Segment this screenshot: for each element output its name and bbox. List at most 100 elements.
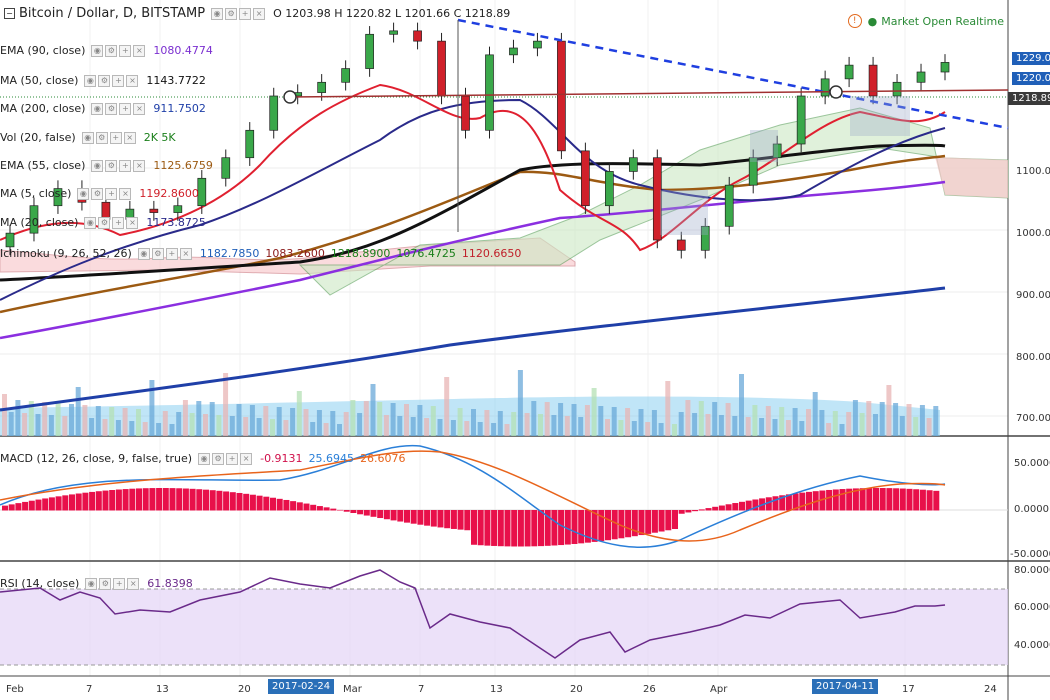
candle-body xyxy=(676,239,686,251)
volume-bar xyxy=(330,411,336,436)
macd-hist-bar xyxy=(712,506,719,511)
volume-bar xyxy=(283,420,289,436)
legend-label: MA (20, close) xyxy=(0,216,79,229)
macd-hist-bar xyxy=(357,510,364,515)
series-controls[interactable]: ◉ ⚙ + × xyxy=(211,7,267,20)
macd-tick: -50.0000 xyxy=(1010,549,1050,560)
volume-bar xyxy=(377,402,383,436)
legend-macd[interactable]: MACD (12, 26, close, 9, false, true) ◉ ⚙ +… xyxy=(0,452,406,465)
macd-hist-bar xyxy=(933,490,940,511)
volume-bar xyxy=(899,416,905,436)
legend-label: MA (50, close) xyxy=(0,74,79,87)
price-tick: 900.00 xyxy=(1016,290,1050,301)
macd-hist-bar xyxy=(839,489,846,511)
macd-hist-bar xyxy=(504,510,511,547)
time-label: 17 xyxy=(902,684,915,695)
macd-hist-bar xyxy=(511,510,518,547)
rsi-pane xyxy=(0,569,1008,666)
settings-icon: ⚙ xyxy=(98,216,111,229)
settings-icon: ⚙ xyxy=(95,131,108,144)
close-icon: × xyxy=(119,187,132,200)
volume-bar xyxy=(249,405,255,436)
legend-label: MA (200, close) xyxy=(0,102,86,115)
macd-hist-bar xyxy=(665,510,672,531)
macd-hist-bar xyxy=(417,510,424,525)
volume-bar xyxy=(497,411,503,436)
volume-bar xyxy=(89,418,95,436)
candle-body xyxy=(29,205,39,234)
legend-controls: ◉ ⚙ + × xyxy=(137,247,194,260)
collapse-icon[interactable]: − xyxy=(4,8,15,19)
macd-hist-bar xyxy=(873,488,879,511)
macd-hist-bar xyxy=(35,499,42,511)
legend-label: Vol (20, false) xyxy=(0,131,76,144)
volume-bar xyxy=(759,418,765,436)
macd-hist-bar xyxy=(685,510,692,513)
macd-hist-bar xyxy=(772,496,779,511)
macd-hist-bar xyxy=(169,488,176,511)
price-tick: 700.00 xyxy=(1016,413,1050,424)
alert-icon[interactable]: ! xyxy=(847,14,862,28)
macd-hist-bar xyxy=(196,489,203,511)
symbol-header: − Bitcoin / Dollar, D, BITSTAMP ◉ ⚙ + × O 1… xyxy=(0,6,510,21)
price-tag-2: 1220.00 xyxy=(1012,72,1050,85)
legend-ema90[interactable]: EMA (90, close) ◉ ⚙ + × 1080.4774 xyxy=(0,44,213,57)
macd-hist-bar xyxy=(62,495,69,511)
volume-bar xyxy=(370,384,376,436)
volume-bar xyxy=(832,411,838,436)
volume-bar xyxy=(919,405,925,436)
volume-bar xyxy=(223,373,229,436)
close-icon: × xyxy=(133,159,146,172)
volume-bar xyxy=(209,402,215,436)
eye-icon: ◉ xyxy=(198,452,211,465)
add-icon: + xyxy=(113,577,126,590)
volume-bar xyxy=(136,409,141,436)
macd-hist-bar xyxy=(457,510,464,530)
candle-body xyxy=(173,205,183,213)
macd-hist-bar xyxy=(296,502,303,511)
legend-ma20[interactable]: MA (20, close) ◉ ⚙ + × 1173.8725 xyxy=(0,216,206,229)
highlight-box xyxy=(850,96,910,136)
volume-bar xyxy=(310,422,316,436)
volume-bar xyxy=(457,408,463,436)
macd-hist-bar xyxy=(799,492,806,511)
close-icon: × xyxy=(133,44,146,57)
volume-bar xyxy=(564,416,570,436)
volume-bar xyxy=(672,424,677,436)
volume-bars xyxy=(0,370,940,436)
candle-body xyxy=(868,64,878,97)
legend-ema55[interactable]: EMA (55, close) ◉ ⚙ + × 1125.6759 xyxy=(0,159,213,172)
close-icon: × xyxy=(179,247,192,260)
legend-vol[interactable]: Vol (20, false) ◉ ⚙ + × 2K 5K xyxy=(0,131,176,144)
candle-body xyxy=(652,157,662,241)
volume-bar xyxy=(504,424,510,436)
macd-hist-bar xyxy=(524,510,531,547)
add-icon: + xyxy=(112,74,125,87)
legend-ma200[interactable]: MA (200, close) ◉ ⚙ + × 911.7502 xyxy=(0,102,206,115)
macd-signal-line xyxy=(0,450,946,542)
volume-bar xyxy=(651,410,657,436)
volume-bar xyxy=(538,414,543,436)
candle-body xyxy=(413,30,422,42)
legend-ichimoku[interactable]: Ichimoku (9, 26, 52, 26) ◉ ⚙ + × 1182.7850 … xyxy=(0,247,521,260)
macd-hist-bar xyxy=(243,493,250,511)
macd-hist-bar xyxy=(792,493,799,511)
legend-ma50[interactable]: MA (50, close) ◉ ⚙ + × 1143.7722 xyxy=(0,74,206,87)
symbol-title[interactable]: Bitcoin / Dollar, D, BITSTAMP xyxy=(19,6,206,21)
macd-hist-bar xyxy=(444,510,451,529)
legend-controls: ◉ ⚙ + × xyxy=(198,452,254,465)
macd-hist-bar xyxy=(779,495,786,511)
volume-bar xyxy=(866,401,872,436)
crosshair-date-tag: 2017-02-24 xyxy=(268,679,335,694)
volume-bar xyxy=(826,423,832,436)
macd-hist-bar xyxy=(618,510,625,539)
ma200-line xyxy=(0,286,946,412)
volume-bar xyxy=(122,408,128,436)
macd-hist-bar xyxy=(136,488,142,511)
macd-hist-bar xyxy=(129,488,136,511)
macd-hist-bar xyxy=(859,488,866,511)
legend-rsi[interactable]: RSI (14, close) ◉ ⚙ + × 61.8398 xyxy=(0,577,193,590)
legend-ma5[interactable]: MA (5, close) ◉ ⚙ + × 1192.8600 xyxy=(0,187,199,200)
macd-hist-bar xyxy=(584,510,591,543)
